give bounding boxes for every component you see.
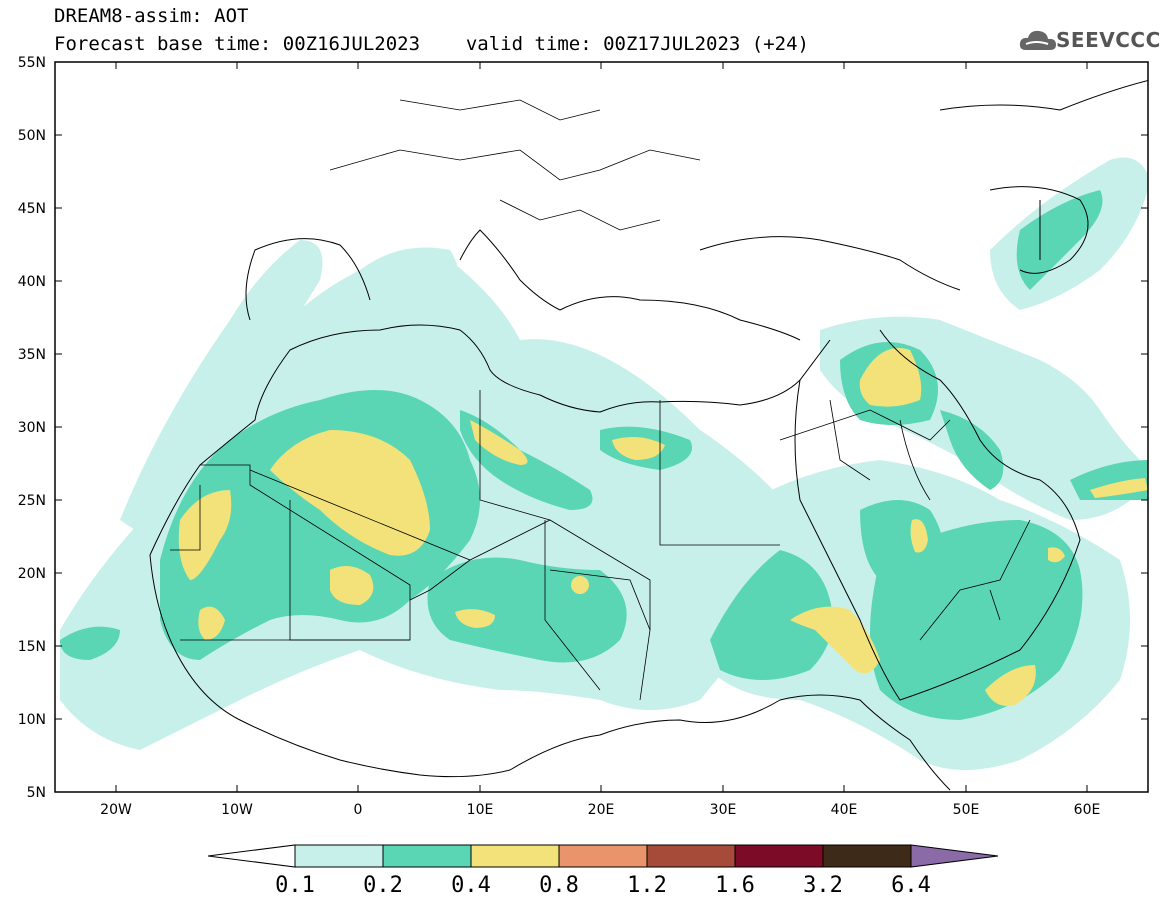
lon-label: 20W [100, 802, 132, 818]
colorbar-bin [558, 844, 648, 868]
lat-label: 35N [18, 347, 46, 363]
colorbar-label: 6.4 [891, 873, 931, 898]
lon-labels: 20W 10W 0 10E 20E 30E 40E 50E 60E [100, 802, 1100, 818]
colorbar-bin [734, 844, 824, 868]
lat-label: 30N [18, 420, 46, 436]
colorbar-over-triangle [910, 844, 999, 868]
colorbar-label: 0.1 [275, 873, 315, 898]
lon-label: 60E [1074, 802, 1101, 818]
lat-axis [55, 61, 1148, 793]
colorbar-label: 0.8 [539, 873, 579, 898]
aot-field [60, 157, 1148, 770]
lon-label: 50E [953, 802, 980, 818]
aot-0.4-0.8-region [178, 348, 1148, 706]
colorbar-labels: 0.1 0.2 0.4 0.8 1.2 1.6 3.2 6.4 [275, 873, 931, 898]
cloud-icon [1019, 30, 1056, 50]
logo-text: SEEVCCC [1056, 28, 1161, 52]
colorbar-bin [646, 844, 736, 868]
colorbar-label: 1.6 [715, 873, 755, 898]
colorbar-under-triangle [207, 844, 296, 868]
lon-label: 20E [588, 802, 615, 818]
lon-label: 40E [831, 802, 858, 818]
map-title: DREAM8-assim: AOT [54, 5, 249, 27]
lat-labels: 55N 50N 45N 40N 35N 30N 25N 20N 15N 10N … [18, 55, 46, 801]
lat-label: 25N [18, 493, 46, 509]
base-time-label: Forecast base time: 00Z16JUL2023 [54, 33, 421, 55]
lat-label: 45N [18, 201, 46, 217]
colorbar-label: 1.2 [627, 873, 667, 898]
lat-label: 55N [18, 55, 46, 71]
colorbar-bin [822, 844, 912, 868]
lon-label: 0 [354, 802, 363, 818]
colorbar-label: 3.2 [803, 873, 843, 898]
lat-label: 5N [27, 785, 46, 801]
colorbar [207, 844, 999, 868]
colorbar-label: 0.4 [451, 873, 491, 898]
colorbar-bin [470, 844, 560, 868]
forecast-times: Forecast base time: 00Z16JUL2023 valid t… [54, 34, 809, 54]
lon-label: 10E [467, 802, 494, 818]
lat-label: 50N [18, 128, 46, 144]
borders [170, 99, 1031, 701]
lon-label: 30E [710, 802, 737, 818]
lat-label: 15N [18, 639, 46, 655]
lat-label: 10N [18, 712, 46, 728]
lat-label: 40N [18, 274, 46, 290]
colorbar-label: 0.2 [363, 873, 403, 898]
valid-time-label: valid time: 00Z17JUL2023 (+24) [465, 33, 809, 55]
lat-label: 20N [18, 566, 46, 582]
lon-label: 10W [221, 802, 253, 818]
lon-axis [115, 62, 1088, 792]
colorbar-bin [294, 844, 384, 868]
colorbar-bin [382, 844, 472, 868]
coastlines [149, 80, 1148, 791]
